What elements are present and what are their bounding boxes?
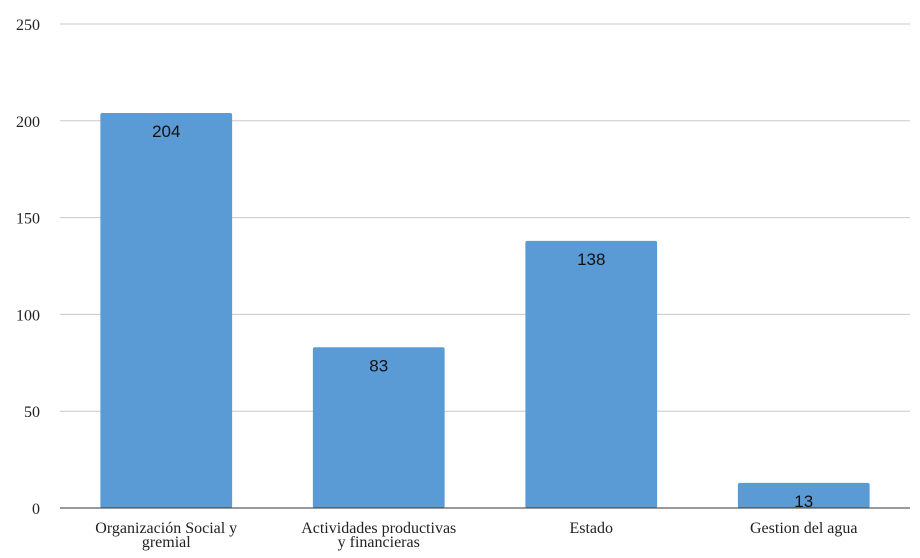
data-labels: 204 83 138 13 [152,122,813,511]
y-tick-label: 50 [24,404,40,421]
x-tick-label: y financieras [338,534,420,551]
y-tick-label: 100 [16,307,40,324]
x-tick-label: Organización Social y [95,520,237,537]
y-tick-label: 150 [16,211,40,228]
bar [100,113,233,508]
x-tick-label: gremial [142,534,191,551]
y-tick-label: 0 [32,501,40,518]
data-label: 138 [577,250,605,269]
y-axis-tick-labels: 0 50 100 150 200 250 [16,17,40,518]
data-label: 83 [369,356,388,375]
bar [312,347,445,508]
x-tick-label: Actividades productivas [301,520,456,537]
x-tick-label: Gestion del agua [750,520,858,537]
data-label: 204 [152,122,180,141]
y-tick-label: 250 [16,17,40,34]
y-tick-label: 200 [16,114,40,131]
bar [737,482,870,508]
x-tick-label: Estado [569,520,613,537]
data-label: 13 [794,492,813,511]
bar [525,240,658,508]
bars [100,113,870,508]
